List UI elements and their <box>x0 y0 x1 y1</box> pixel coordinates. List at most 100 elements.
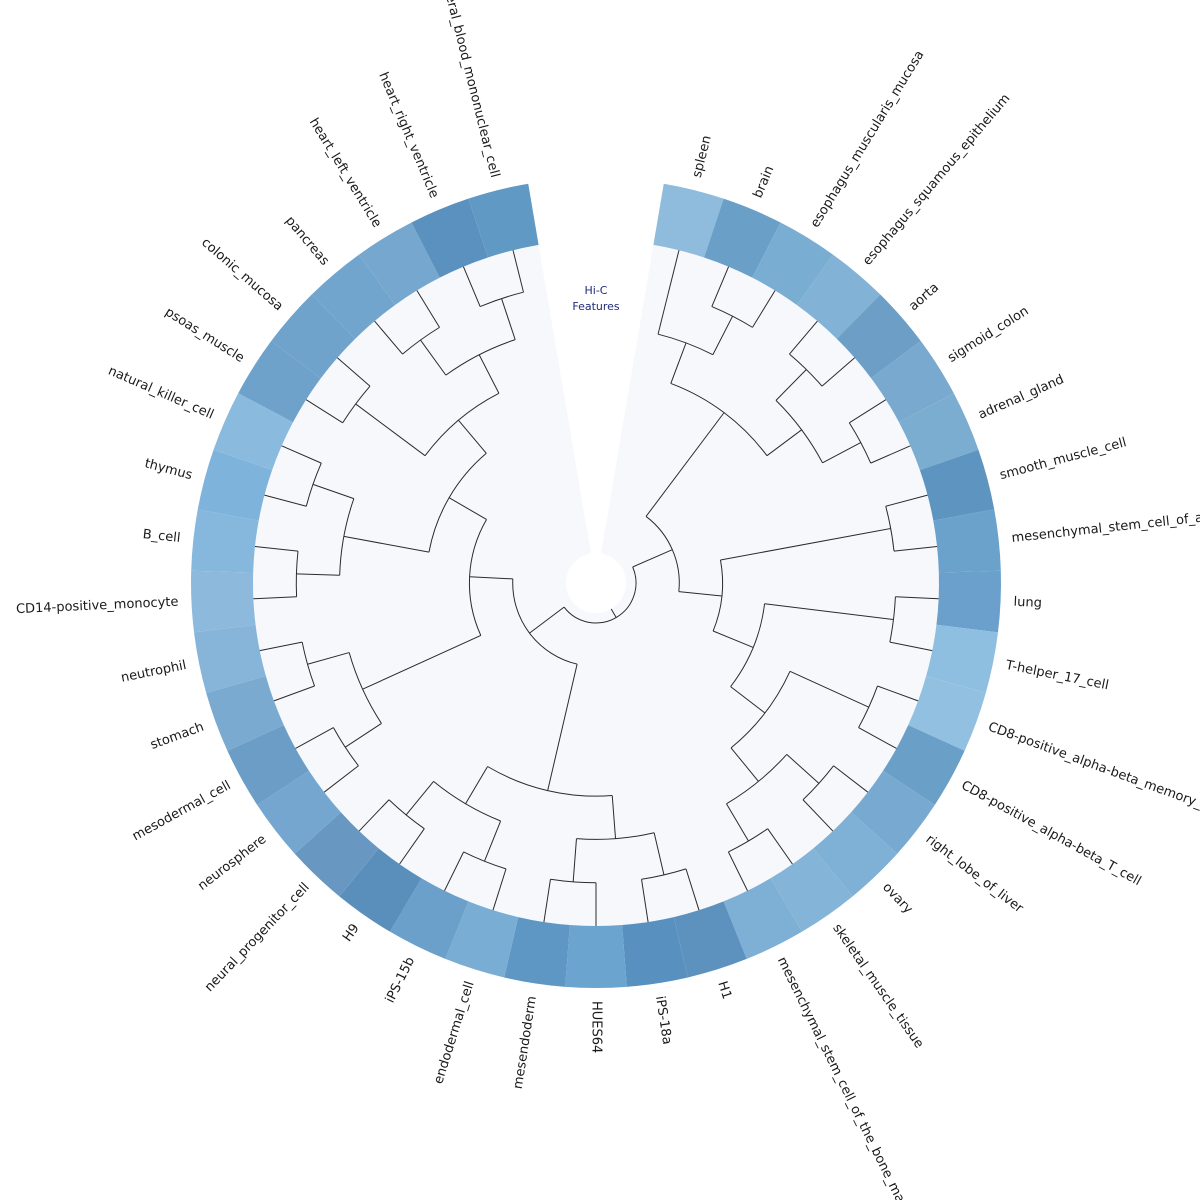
tree-branch <box>254 546 299 552</box>
tree-arc <box>333 727 359 767</box>
tree-branch <box>712 315 734 355</box>
tree-branch <box>877 685 919 702</box>
leaf-label: mesenchymal_stem_cell_of_adipose <box>1011 506 1200 546</box>
leaf-label: heart_left_ventricle <box>306 116 384 231</box>
leaf-label: adrenal_gland <box>976 372 1066 423</box>
tree-branch <box>296 573 340 576</box>
leaf-label: iPS-18a <box>652 995 674 1046</box>
tree-branch <box>858 727 897 749</box>
ring-segment <box>813 812 898 897</box>
leaf-label: sigmoid_colon <box>945 304 1031 366</box>
tree-branch <box>355 403 426 457</box>
leaf-label: CD8-positive_alpha-beta_T_cell <box>959 778 1144 889</box>
tree-branch <box>448 497 487 520</box>
leaf-label: peripheral_blood_mononuclear_cell <box>432 0 502 179</box>
tree-branch <box>462 266 481 307</box>
center-hole <box>566 553 626 613</box>
tree-branch <box>895 596 939 600</box>
leaf-label: lung <box>1013 595 1042 611</box>
ring-segment <box>871 341 954 423</box>
tree-branch <box>670 342 687 384</box>
tree-branch <box>752 290 776 328</box>
ring-segment <box>213 393 293 471</box>
ring-segment <box>339 848 422 932</box>
tree-branch <box>273 685 315 702</box>
tree-branch <box>786 754 820 784</box>
ring-segment <box>919 449 995 521</box>
tree-branch <box>611 795 617 839</box>
tree-branch <box>264 494 307 507</box>
ring-segment <box>622 917 688 987</box>
leaf-label: pancreas <box>282 214 332 269</box>
tree-branch <box>833 765 869 793</box>
ring-segment <box>271 294 356 379</box>
tree-branch <box>529 606 565 634</box>
tree-branch <box>547 664 578 791</box>
tree-branch <box>821 357 855 387</box>
leaf-label: spleen <box>690 134 715 179</box>
leaf-label: ovary <box>879 880 915 917</box>
tree-branch <box>727 851 748 891</box>
tree-branch <box>572 838 577 882</box>
leaf-label: psoas_muscle <box>162 305 247 366</box>
tree-branch <box>374 320 403 355</box>
feature-ring <box>191 183 1001 988</box>
tree-branch <box>653 832 665 876</box>
tree-branch <box>767 828 793 865</box>
leaf-label: T-helper_17_cell <box>1003 658 1110 694</box>
leaf-label: neurosphere <box>195 832 269 894</box>
leaf-label: neutrophil <box>120 658 188 686</box>
tree-branch <box>253 596 297 600</box>
tree-arc <box>728 828 768 853</box>
leaf-label: smooth_muscle_cell <box>998 435 1128 483</box>
tree-arc <box>479 291 524 308</box>
ring-segment <box>311 254 396 339</box>
center-label-line1: Hi-C <box>585 284 608 297</box>
tree-branch <box>362 634 482 690</box>
ring-segment <box>206 676 284 751</box>
tree-branch <box>469 576 513 580</box>
ring-segment <box>836 294 921 379</box>
tree-branch <box>416 290 440 328</box>
tree-branch <box>512 250 524 293</box>
leaf-label: mesendoderm <box>511 995 540 1090</box>
tree-branch <box>645 412 725 517</box>
ring-segment <box>673 901 747 978</box>
tree-branch <box>420 339 447 376</box>
tree-arc <box>726 754 788 805</box>
tree-branch <box>305 399 343 424</box>
tree-branch <box>657 250 680 335</box>
tree-branch <box>893 546 938 552</box>
leaf-label: brain <box>751 164 778 201</box>
leaf-label: thymus <box>143 456 194 483</box>
leaf-label: endodermal_cell <box>431 979 477 1085</box>
tree-branch <box>307 652 350 665</box>
tree-branch <box>730 686 766 714</box>
tree-branch <box>641 879 649 923</box>
ring-segment <box>257 770 341 854</box>
leaf-label: right_lobe_of_liver <box>923 832 1027 917</box>
tree-branch <box>484 820 502 862</box>
tree-branch <box>789 320 818 355</box>
dendrogram-tree <box>253 250 939 926</box>
ring-segment <box>504 917 570 987</box>
tree-branch <box>478 354 500 394</box>
ring-segment <box>191 570 256 633</box>
leaf-label: stomach <box>148 720 206 753</box>
tree-branch <box>295 727 334 749</box>
ring-segment <box>926 624 998 693</box>
tree-branch <box>281 445 322 464</box>
tree-branch <box>323 765 359 793</box>
tree-branch <box>343 535 430 553</box>
ring-segment <box>851 770 935 854</box>
ring-segment <box>653 183 724 258</box>
tree-branch <box>399 828 425 865</box>
tree-branch <box>870 445 911 464</box>
ring-segment <box>796 254 881 339</box>
tree-branch <box>685 868 700 911</box>
tree-branch <box>501 298 516 340</box>
tree-branch <box>849 399 887 424</box>
tree-branch <box>405 781 434 816</box>
tree-branch <box>726 803 749 842</box>
